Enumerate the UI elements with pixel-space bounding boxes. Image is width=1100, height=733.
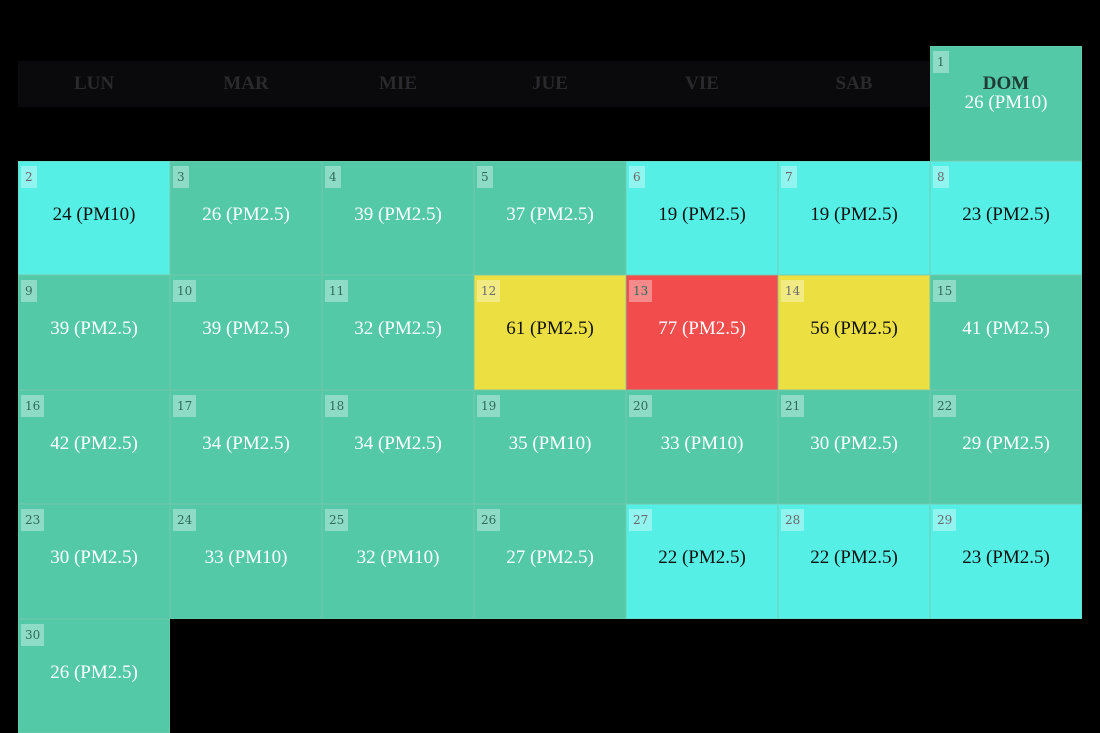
day-cell-20[interactable]: 20 33 (PM10): [626, 389, 778, 504]
day-cell-14[interactable]: 14 56 (PM2.5): [778, 275, 930, 390]
pollution-value: 33 (PM10): [660, 432, 744, 454]
pollution-value: 23 (PM2.5): [962, 203, 1050, 225]
weekday-lun: LUN: [73, 73, 115, 94]
day-cell-4[interactable]: 4 39 (PM2.5): [322, 160, 474, 275]
pollution-value: 24 (PM10): [52, 203, 136, 225]
day-number: 4: [325, 165, 341, 188]
pollution-value: 77 (PM2.5): [658, 318, 746, 339]
pollution-value: 37 (PM2.5): [506, 203, 594, 225]
pollution-value: 19 (PM2.5): [810, 203, 898, 225]
pollution-value: 32 (PM10): [356, 547, 440, 568]
day-number: 19: [477, 394, 501, 417]
pollution-value: 23 (PM2.5): [962, 547, 1050, 568]
day-cell-24[interactable]: 24 33 (PM10): [170, 504, 322, 619]
day-number: 14: [781, 280, 805, 302]
pollution-value: 39 (PM2.5): [202, 318, 290, 339]
pollution-value: 22 (PM2.5): [810, 547, 898, 568]
day-cell-21[interactable]: 21 30 (PM2.5): [778, 389, 930, 504]
pollution-value: 22 (PM2.5): [658, 547, 746, 568]
day-cell-27[interactable]: 27 22 (PM2.5): [626, 504, 778, 619]
day-number: 24: [173, 509, 197, 531]
day-number: 25: [325, 509, 349, 531]
day-number: 26: [477, 509, 501, 531]
day-cell-6[interactable]: 6 19 (PM2.5): [626, 160, 778, 275]
pollution-value: 27 (PM2.5): [506, 547, 594, 568]
day-cell-9[interactable]: 9 39 (PM2.5): [18, 275, 170, 390]
day-number: 15: [933, 280, 957, 302]
pollution-value: 30 (PM2.5): [810, 432, 898, 454]
pollution-value: 41 (PM2.5): [962, 318, 1050, 339]
pollution-value: 30 (PM2.5): [50, 547, 138, 568]
weekday-jue: JUE: [532, 73, 568, 94]
day-number: 27: [629, 509, 653, 531]
day-number: 13: [629, 280, 653, 302]
day-number: 16: [21, 394, 45, 417]
day-number: 23: [21, 509, 45, 531]
pollution-value: 56 (PM2.5): [810, 318, 898, 339]
day-cell-13[interactable]: 13 77 (PM2.5): [626, 275, 778, 390]
day-cell-10[interactable]: 10 39 (PM2.5): [170, 275, 322, 390]
day-number: 30: [21, 623, 45, 646]
pollution-value: 61 (PM2.5): [506, 318, 594, 339]
day-number: 12: [477, 280, 501, 302]
day-cell-22[interactable]: 22 29 (PM2.5): [930, 389, 1082, 504]
weekday-header: [18, 61, 1082, 107]
day-cell-23[interactable]: 23 30 (PM2.5): [18, 504, 170, 619]
day-number: 5: [477, 165, 493, 188]
day-cell-28[interactable]: 28 22 (PM2.5): [778, 504, 930, 619]
day-cell-16[interactable]: 16 42 (PM2.5): [18, 389, 170, 504]
day-number: 1: [933, 50, 949, 73]
day-number: 17: [173, 394, 197, 417]
day-cell-30[interactable]: 30 26 (PM2.5): [18, 618, 170, 733]
pollution-value: 39 (PM2.5): [354, 203, 442, 225]
day-number: 2: [21, 165, 37, 188]
day-cell-17[interactable]: 17 34 (PM2.5): [170, 389, 322, 504]
day-number: 3: [173, 165, 189, 188]
weekday-dom: DOM: [982, 73, 1030, 94]
day-number: 9: [21, 280, 37, 302]
day-cell-19[interactable]: 19 35 (PM10): [474, 389, 626, 504]
day-cell-29[interactable]: 29 23 (PM2.5): [930, 504, 1082, 619]
pollution-value: 35 (PM10): [508, 432, 592, 454]
day-cell-11[interactable]: 11 32 (PM2.5): [322, 275, 474, 390]
day-cell-26[interactable]: 26 27 (PM2.5): [474, 504, 626, 619]
day-cell-8[interactable]: 8 23 (PM2.5): [930, 160, 1082, 275]
pollution-value: 26 (PM2.5): [50, 661, 138, 683]
day-number: 11: [325, 280, 349, 302]
pollution-value: 32 (PM2.5): [354, 318, 442, 339]
pollution-value: 34 (PM2.5): [202, 432, 290, 454]
day-cell-5[interactable]: 5 37 (PM2.5): [474, 160, 626, 275]
pollution-value: 33 (PM10): [204, 547, 288, 568]
pollution-value: 34 (PM2.5): [354, 432, 442, 454]
weekday-sab: SAB: [835, 73, 873, 94]
pollution-value: 19 (PM2.5): [658, 203, 746, 225]
day-cell-1[interactable]: 1 26 (PM10): [930, 45, 1082, 161]
day-cell-7[interactable]: 7 19 (PM2.5): [778, 160, 930, 275]
day-cell-25[interactable]: 25 32 (PM10): [322, 504, 474, 619]
pollution-value: 26 (PM2.5): [202, 203, 290, 225]
day-number: 20: [629, 394, 653, 417]
day-number: 22: [933, 394, 957, 417]
day-number: 28: [781, 509, 805, 531]
pollution-value: 26 (PM10): [964, 91, 1048, 113]
pollution-value: 42 (PM2.5): [50, 432, 138, 454]
weekday-mar: MAR: [223, 73, 269, 94]
weekday-mie: MIE: [379, 73, 417, 94]
day-number: 18: [325, 394, 349, 417]
day-number: 7: [781, 165, 797, 188]
day-cell-12[interactable]: 12 61 (PM2.5): [474, 275, 626, 390]
pollution-value: 29 (PM2.5): [962, 432, 1050, 454]
day-cell-3[interactable]: 3 26 (PM2.5): [170, 160, 322, 275]
day-number: 10: [173, 280, 197, 302]
day-number: 6: [629, 165, 645, 188]
day-cell-2[interactable]: 2 24 (PM10): [18, 160, 170, 275]
day-number: 29: [933, 509, 957, 531]
weekday-vie: VIE: [685, 73, 719, 94]
day-number: 8: [933, 165, 949, 188]
day-cell-15[interactable]: 15 41 (PM2.5): [930, 275, 1082, 390]
day-number: 21: [781, 394, 805, 417]
pollution-value: 39 (PM2.5): [50, 318, 138, 339]
day-cell-18[interactable]: 18 34 (PM2.5): [322, 389, 474, 504]
